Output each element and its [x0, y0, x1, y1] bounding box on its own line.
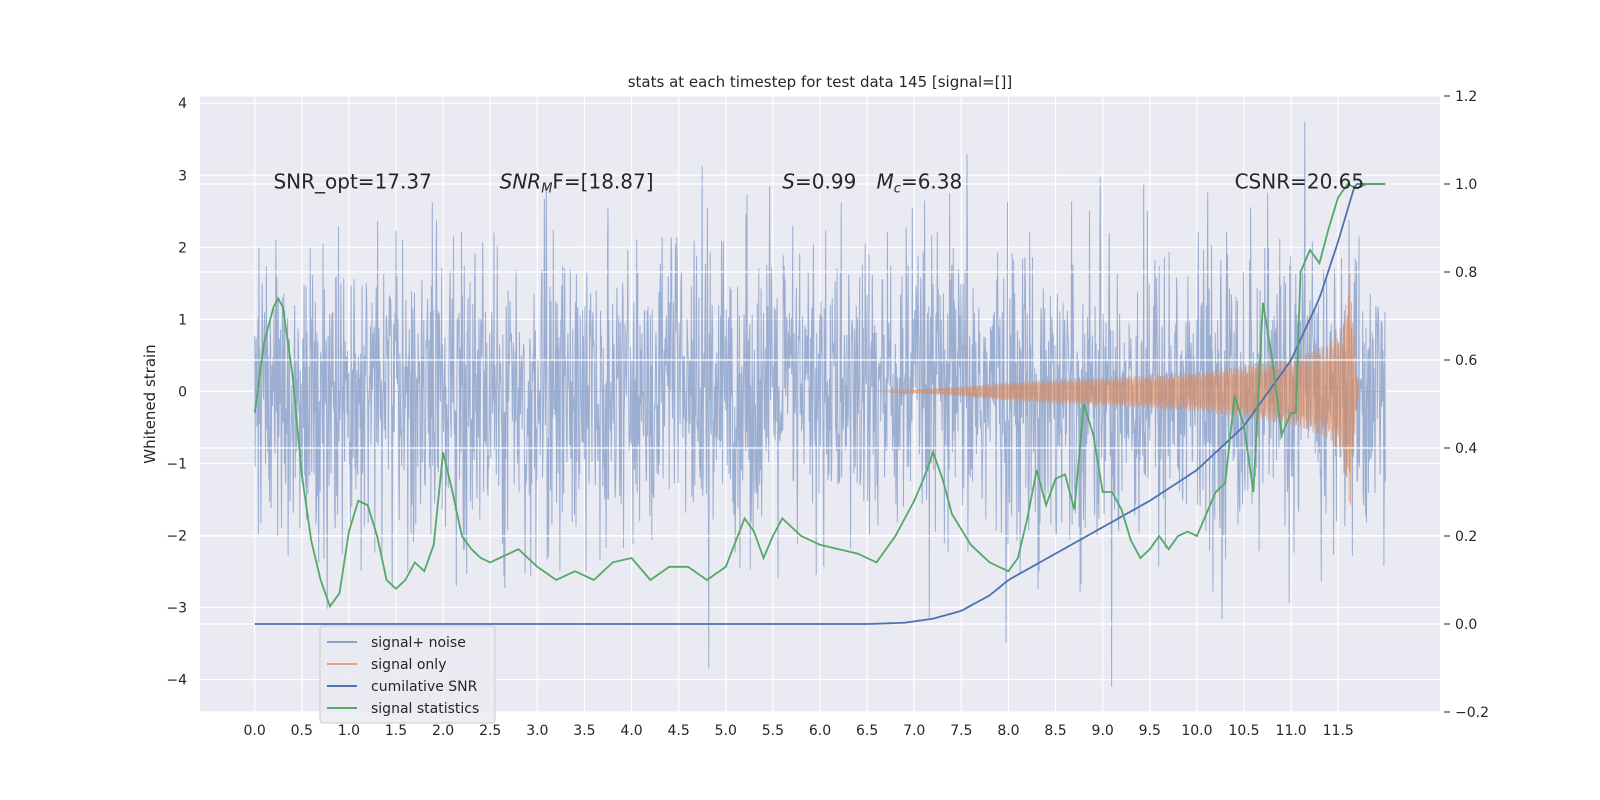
annotation-snr-mf: SNRMF=[18.87]: [500, 169, 654, 196]
y2-tick-label: 0.0: [1455, 617, 1477, 633]
x-tick-label: 0.5: [291, 723, 313, 739]
x-tick-label: 9.0: [1092, 723, 1114, 739]
x-tick-label: 2.5: [479, 723, 501, 739]
x-tick-label: 4.0: [620, 723, 642, 739]
x-tick-label: 2.0: [432, 723, 454, 739]
y2-tick-label: −0.2: [1455, 705, 1489, 721]
annotation-csnr: CSNR=20.65: [1235, 169, 1365, 193]
x-tick-label: 6.5: [856, 723, 878, 739]
y2-tick-label: 1.0: [1455, 177, 1477, 193]
y-tick-label: 4: [178, 96, 187, 112]
x-tick-label: 4.5: [668, 723, 690, 739]
y-tick-label: 0: [178, 384, 187, 400]
x-tick-label: 10.5: [1228, 723, 1259, 739]
x-tick-label: 3.5: [573, 723, 595, 739]
x-tick-label: 8.5: [1044, 723, 1066, 739]
annotations: SNR_opt=17.37 SNRMF=[18.87] S=0.99 Mc=6.38 C…: [273, 169, 1364, 196]
series-signal-only: [254, 273, 1386, 506]
noise-layer: [254, 121, 1386, 687]
y2-tick-label: 0.8: [1455, 265, 1477, 281]
series-signal-noise: [254, 121, 1386, 687]
series-signal-statistics: [253, 182, 1386, 609]
annotation-snr-opt: SNR_opt=17.37: [273, 169, 431, 193]
x-tick-label: 5.0: [715, 723, 737, 739]
annotation-mc-value: Mc=6.38: [877, 169, 963, 196]
x-tick-label: 3.0: [526, 723, 548, 739]
legend-label: signal only: [371, 657, 446, 673]
series-layer: [254, 273, 1386, 506]
x-tick-label: 7.0: [903, 723, 925, 739]
x-tick-label: 9.5: [1139, 723, 1161, 739]
y2-tick-label: 0.4: [1455, 441, 1477, 457]
y2-tick-label: 0.6: [1455, 353, 1477, 369]
legend-label: signal+ noise: [371, 635, 466, 651]
y2-tick-label: 0.2: [1455, 529, 1477, 545]
x-tick-label: 11.0: [1276, 723, 1307, 739]
x-tick-label: 7.5: [950, 723, 972, 739]
right-axis-series: [253, 182, 1386, 625]
y2-tick-label: 1.2: [1455, 89, 1477, 105]
ticks: 0.0 0.5 1.0 1.5 2.0 2.5 3.0 3.5 4.0 4.5 5.0 5.5 6.0 6…: [166, 89, 1489, 739]
y-tick-label: 3: [178, 168, 187, 184]
y-tick-label: −3: [166, 601, 187, 617]
x-tick-label: 5.5: [762, 723, 784, 739]
legend-label: cumilative SNR: [371, 679, 478, 695]
chart-title: stats at each timestep for test data 145…: [628, 73, 1013, 91]
annotation-s-value: S=0.99: [782, 169, 856, 193]
y-tick-label: 2: [178, 240, 187, 256]
x-tick-label: 1.5: [385, 723, 407, 739]
x-tick-label: 8.0: [997, 723, 1019, 739]
legend-box: [319, 625, 496, 724]
x-tick-label: 1.0: [338, 723, 360, 739]
x-tick-label: 6.0: [809, 723, 831, 739]
y-axis-label: Whitened strain: [141, 344, 159, 463]
x-tick-label: 0.0: [244, 723, 266, 739]
series-cumulative-snr: [254, 183, 1386, 625]
y-tick-label: −1: [166, 456, 187, 472]
legend-label: signal statistics: [371, 701, 479, 717]
x-tick-label: 10.0: [1181, 723, 1212, 739]
y-tick-label: −2: [166, 528, 187, 544]
y-tick-label: −4: [166, 673, 187, 689]
y-tick-label: 1: [178, 312, 187, 328]
legend[interactable]: signal+ noise signal only cumilative SNR si…: [319, 625, 496, 724]
x-tick-label: 11.5: [1323, 723, 1354, 739]
